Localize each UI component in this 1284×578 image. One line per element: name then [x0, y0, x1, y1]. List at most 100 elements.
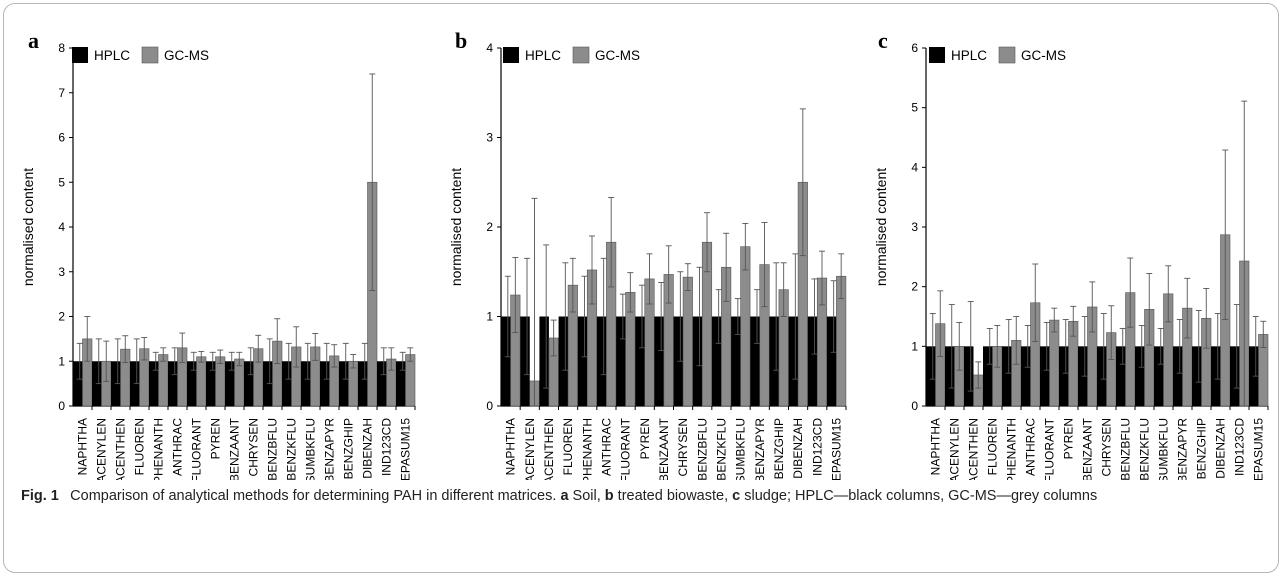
- bar-hplc: [520, 316, 530, 406]
- x-tick-label: SUMBKFLU: [304, 418, 318, 480]
- x-tick-label: BENZBFLU: [1119, 418, 1133, 480]
- bar-hplc: [73, 361, 83, 406]
- y-tick-label: 6: [58, 131, 65, 145]
- x-tick-label: IND123CD: [1233, 418, 1247, 476]
- bar-gcms: [196, 356, 207, 407]
- bar-gcms: [682, 276, 693, 407]
- bar-hplc: [320, 361, 330, 406]
- bar-hplc: [731, 316, 741, 406]
- bar-hplc: [539, 316, 549, 406]
- bar-hplc: [501, 316, 511, 406]
- caption-text-part: treated biowaste,: [613, 488, 733, 504]
- bar-hplc: [807, 316, 818, 406]
- bar-hplc: [654, 316, 664, 406]
- x-tick-label: BENZGHIP: [772, 418, 786, 479]
- bar-hplc: [983, 346, 993, 406]
- y-tick-label: 2: [486, 220, 493, 234]
- x-tick-label: FLUOREN: [133, 418, 147, 475]
- x-tick-label: ACENYLEN: [95, 418, 109, 480]
- bar-hplc: [206, 361, 216, 406]
- x-tick-label: BENZAANT: [657, 417, 671, 480]
- bar-hplc: [826, 316, 837, 406]
- y-tick-label: 4: [911, 160, 918, 174]
- panel-label: b: [455, 28, 467, 53]
- x-tick-label: EPASUM15: [829, 418, 843, 480]
- x-tick-label: NAPHTHA: [504, 418, 518, 475]
- x-tick-label: DIBENZAH: [791, 418, 805, 479]
- x-tick-label: ACENTHEN: [967, 418, 981, 480]
- bar-hplc: [964, 346, 974, 406]
- x-tick-label: BENZKFLU: [714, 418, 728, 480]
- y-tick-label: 1: [486, 310, 493, 324]
- legend-swatch-gcms: [141, 46, 159, 64]
- x-tick-label: BENZAANT: [228, 417, 242, 480]
- y-tick-label: 2: [58, 310, 65, 324]
- bar-hplc: [1021, 346, 1031, 406]
- panel-label: a: [28, 28, 39, 53]
- bar-hplc: [282, 361, 292, 406]
- caption-text: Comparison of analytical methods for det…: [63, 488, 1097, 504]
- caption-panel-letter: b: [604, 488, 614, 504]
- bar-hplc: [1230, 346, 1240, 406]
- figure-frame: [3, 3, 1279, 573]
- bar-hplc: [1154, 346, 1164, 406]
- bar-hplc: [750, 316, 760, 406]
- figure-charts: a 0 1 2 3 4 5 6 7 8 normalised content NAPHTHA ACENY…: [20, 28, 1269, 480]
- bar-hplc: [1059, 346, 1069, 406]
- x-tick-label: ACENTHEN: [114, 418, 128, 480]
- x-tick-label: SUMBKFLU: [734, 418, 748, 480]
- bar-hplc: [945, 346, 955, 406]
- panel-label: c: [878, 28, 888, 53]
- y-tick-label: 0: [58, 399, 65, 413]
- x-tick-label: EPASUM15: [399, 418, 413, 480]
- bar-hplc: [339, 361, 349, 406]
- bar-hplc: [596, 316, 607, 406]
- legend-swatch-hplc: [72, 47, 88, 63]
- bar-hplc: [244, 361, 254, 406]
- bar-hplc: [616, 316, 626, 406]
- y-tick-label: 3: [58, 265, 65, 279]
- bar-hplc: [1002, 346, 1012, 406]
- bar-hplc: [149, 361, 159, 406]
- bar-hplc: [577, 316, 588, 406]
- x-tick-label: ACENYLEN: [948, 418, 962, 480]
- x-tick-label: NAPHTHA: [76, 418, 90, 475]
- legend-swatch-gcms: [572, 46, 590, 64]
- x-tick-label: DIBENZAH: [1214, 418, 1228, 479]
- legend-label-gcms: GC-MS: [1021, 48, 1066, 63]
- x-tick-label: BENZAANT: [1081, 417, 1095, 480]
- y-tick-label: 4: [486, 41, 493, 55]
- legend-swatch-gcms: [998, 46, 1016, 64]
- caption-text-part: Comparison of analytical methods for det…: [70, 488, 561, 504]
- bar-gcms: [158, 354, 169, 407]
- x-tick-label: IND123CD: [380, 418, 394, 476]
- x-tick-label: PYREN: [1062, 418, 1076, 459]
- x-tick-label: PYREN: [209, 418, 223, 459]
- x-tick-label: CHRYSEN: [676, 418, 690, 476]
- y-tick-label: 4: [58, 220, 65, 234]
- y-axis-label: normalised content: [20, 168, 36, 286]
- bar-hplc: [1097, 346, 1107, 406]
- bar-hplc: [1192, 346, 1202, 406]
- y-tick-label: 3: [486, 131, 493, 145]
- x-tick-label: FLUORANT: [619, 417, 633, 480]
- caption-panel-letter: a: [560, 488, 569, 504]
- y-tick-label: 5: [58, 175, 65, 189]
- x-tick-label: PYREN: [638, 418, 652, 459]
- bar-gcms: [740, 246, 751, 407]
- x-tick-label: ANTHRAC: [1024, 418, 1038, 476]
- y-tick-label: 5: [911, 101, 918, 115]
- bar-hplc: [1116, 346, 1126, 406]
- bar-hplc: [301, 361, 311, 406]
- x-tick-label: FLUOREN: [561, 418, 575, 475]
- bar-hplc: [926, 346, 936, 406]
- bar-hplc: [1135, 346, 1145, 406]
- y-axis-label: normalised content: [448, 168, 464, 286]
- x-tick-label: ANTHRAC: [599, 418, 613, 476]
- y-tick-label: 1: [911, 339, 918, 353]
- bar-hplc: [1211, 346, 1221, 406]
- legend-label-gcms: GC-MS: [164, 48, 209, 63]
- x-tick-label: BENZKFLU: [1138, 418, 1152, 480]
- bar-hplc: [168, 361, 178, 406]
- y-axis-label: normalised content: [873, 168, 889, 286]
